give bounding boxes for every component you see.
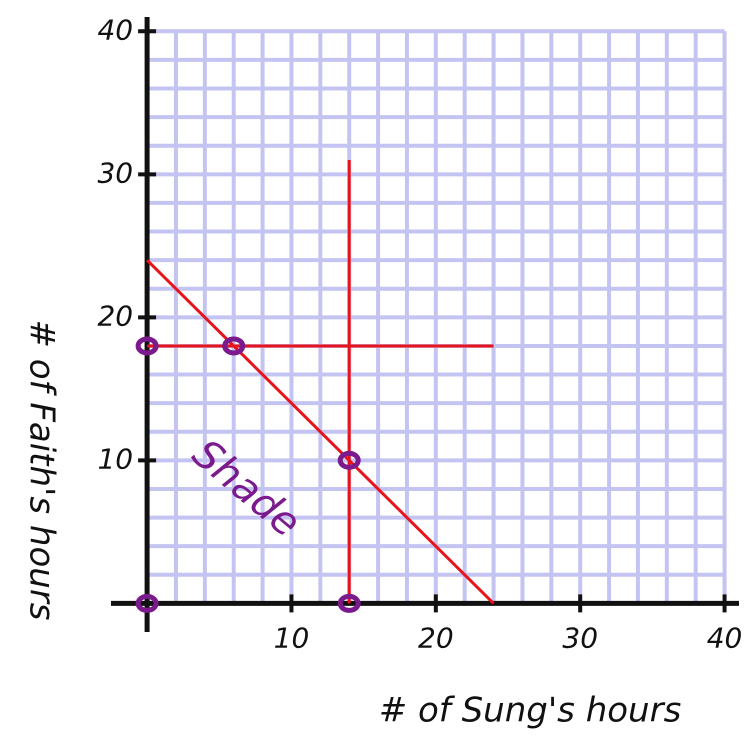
y-tick-label: 40	[97, 13, 133, 46]
point	[135, 336, 159, 356]
plot: 10 20 30 40 10 20 30 40	[97, 13, 742, 654]
x-axis-label: # of Sung's hours	[379, 691, 682, 731]
x-tick-label: 10	[274, 621, 310, 654]
x-tick-label: 30	[562, 621, 598, 654]
constraint-line	[146, 259, 495, 605]
point	[222, 336, 246, 356]
x-tick-label: 20	[418, 621, 454, 654]
point	[337, 450, 361, 470]
y-tick-label: 10	[97, 442, 133, 475]
point	[337, 593, 361, 613]
y-tick-label: 30	[97, 156, 133, 189]
y-axis-label: # of Faith's hours	[22, 319, 62, 620]
point	[135, 593, 159, 613]
y-tick-label: 20	[97, 299, 133, 332]
x-tick-label: 40	[707, 621, 743, 654]
